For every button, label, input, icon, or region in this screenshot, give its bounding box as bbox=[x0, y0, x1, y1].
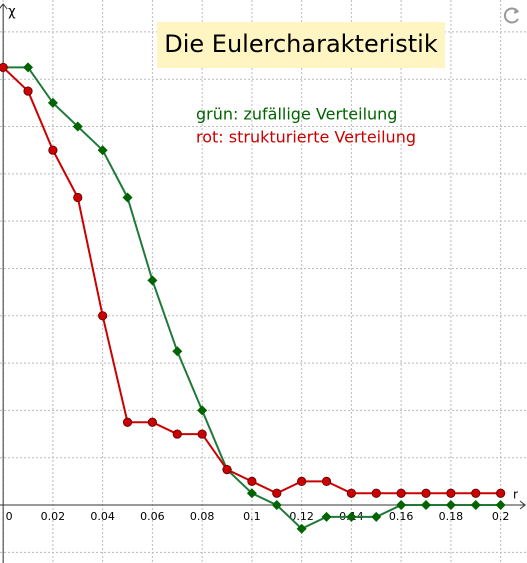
data-point bbox=[346, 511, 357, 522]
data-point bbox=[371, 511, 382, 522]
data-point bbox=[172, 346, 183, 357]
data-point bbox=[272, 488, 282, 498]
y-axis-label: χ bbox=[8, 5, 16, 20]
x-tick-label: 0.18 bbox=[439, 510, 464, 523]
data-point bbox=[23, 86, 33, 96]
data-point bbox=[421, 500, 432, 511]
x-tick-label: 0.06 bbox=[140, 510, 165, 523]
axis-arrow bbox=[0, 3, 8, 10]
data-point bbox=[247, 476, 257, 486]
data-point bbox=[446, 488, 456, 498]
data-point bbox=[297, 476, 307, 486]
data-point bbox=[23, 62, 34, 73]
x-tick-label: 0.1 bbox=[243, 510, 261, 523]
data-point bbox=[346, 488, 356, 498]
data-point bbox=[470, 500, 481, 511]
data-point bbox=[73, 192, 83, 203]
data-point bbox=[97, 145, 108, 156]
data-point bbox=[172, 429, 182, 439]
title-box bbox=[157, 22, 445, 68]
x-tick-label: 0.04 bbox=[90, 510, 115, 523]
data-point bbox=[47, 97, 58, 108]
data-point bbox=[222, 464, 232, 475]
data-point bbox=[48, 145, 58, 155]
data-point bbox=[296, 523, 307, 534]
data-point bbox=[122, 192, 133, 203]
x-tick-label: 0.02 bbox=[41, 510, 66, 523]
data-point bbox=[246, 488, 257, 499]
data-point bbox=[0, 62, 8, 73]
data-point bbox=[396, 488, 406, 498]
data-point bbox=[122, 417, 133, 427]
axis-arrow bbox=[519, 500, 526, 510]
x-tick-label: 0.08 bbox=[190, 510, 215, 523]
axes: rχ bbox=[0, 3, 526, 563]
data-point bbox=[98, 311, 108, 321]
data-point bbox=[495, 500, 506, 511]
x-tick-label: 0 bbox=[6, 510, 13, 523]
data-point bbox=[371, 488, 381, 498]
annotation: rot: strukturierte Verteilung bbox=[196, 128, 416, 147]
data-point bbox=[496, 488, 506, 498]
data-point bbox=[271, 500, 282, 511]
data-point bbox=[147, 275, 158, 286]
data-point bbox=[396, 500, 407, 511]
data-point bbox=[72, 121, 83, 132]
data-point bbox=[147, 417, 158, 427]
refresh-icon[interactable] bbox=[504, 7, 519, 24]
data-point bbox=[445, 500, 456, 511]
data-point bbox=[197, 429, 207, 439]
x-tick-label: 0.12 bbox=[289, 510, 314, 523]
x-axis-label: r bbox=[513, 488, 518, 502]
x-tick-label: 0.2 bbox=[492, 510, 510, 523]
chart-title: Die Eulercharakteristik bbox=[164, 30, 438, 58]
data-point bbox=[471, 488, 481, 498]
data-point bbox=[197, 405, 208, 416]
data-point bbox=[321, 511, 332, 522]
x-tick-label: 0.16 bbox=[389, 510, 414, 523]
data-point bbox=[421, 488, 431, 498]
annotation: grün: zufällige Verteilung bbox=[196, 105, 397, 124]
data-point bbox=[321, 476, 332, 486]
